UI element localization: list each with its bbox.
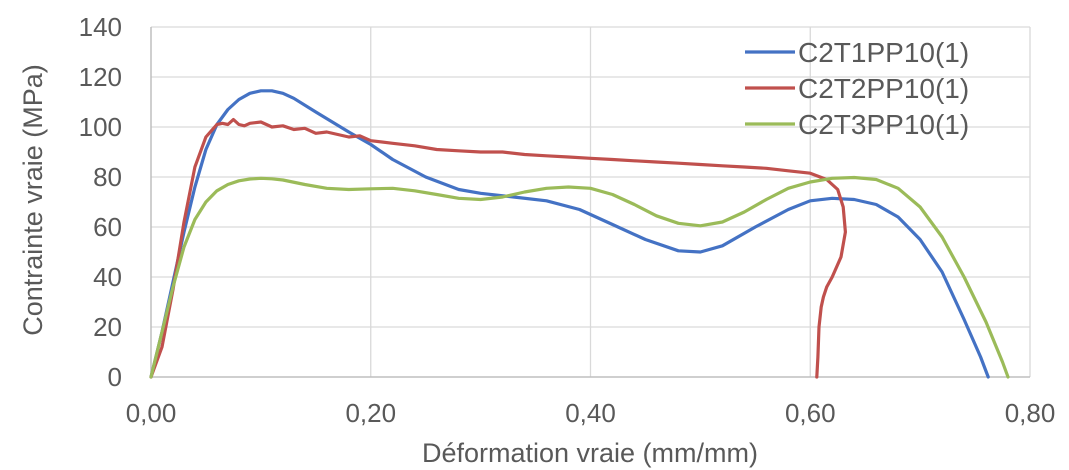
x-tick-label: 0,60 (785, 398, 836, 428)
x-tick-label: 0,80 (1005, 398, 1056, 428)
gridlines (151, 26, 1031, 377)
legend-label: C2T1PP10(1) (798, 37, 969, 68)
legend-label: C2T2PP10(1) (798, 73, 969, 104)
y-tick-label: 120 (79, 62, 122, 92)
legend: C2T1PP10(1) C2T2PP10(1) C2T3PP10(1) (745, 37, 969, 140)
x-tick-label: 0,00 (126, 398, 177, 428)
x-axis-title: Déformation vraie (mm/mm) (422, 438, 758, 468)
x-tick-label: 0,20 (345, 398, 396, 428)
y-tick-label: 0 (108, 362, 122, 392)
series-line-1 (149, 89, 990, 379)
x-tick-label: 0,40 (565, 398, 616, 428)
y-tick-label: 100 (79, 112, 122, 142)
y-axis-title: Contrainte vraie (MPa) (18, 64, 48, 336)
y-tick-label: 140 (79, 12, 122, 42)
y-tick-label: 40 (93, 262, 122, 292)
series-line-3 (149, 175, 1010, 379)
series-lines (149, 89, 1010, 379)
y-tick-label: 60 (93, 212, 122, 242)
series-line-2 (149, 117, 848, 379)
legend-label: C2T3PP10(1) (798, 109, 969, 140)
y-tick-label: 80 (93, 162, 122, 192)
y-tick-label: 20 (93, 312, 122, 342)
axes: 0 20 40 60 80 100 120 140 0,00 0,20 0,40 0,60 0,80 (79, 12, 1056, 428)
